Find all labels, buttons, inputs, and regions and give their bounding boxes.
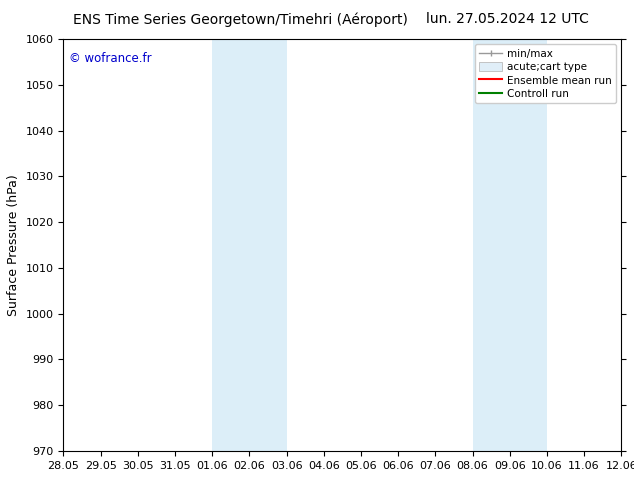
Text: lun. 27.05.2024 12 UTC: lun. 27.05.2024 12 UTC [426,12,588,26]
Legend: min/max, acute;cart type, Ensemble mean run, Controll run: min/max, acute;cart type, Ensemble mean … [475,45,616,103]
Y-axis label: Surface Pressure (hPa): Surface Pressure (hPa) [7,174,20,316]
Bar [212,39,287,451]
Text: © wofrance.fr: © wofrance.fr [69,51,152,65]
Text: ENS Time Series Georgetown/Timehri (Aéroport): ENS Time Series Georgetown/Timehri (Aéro… [74,12,408,27]
Bar [472,39,547,451]
